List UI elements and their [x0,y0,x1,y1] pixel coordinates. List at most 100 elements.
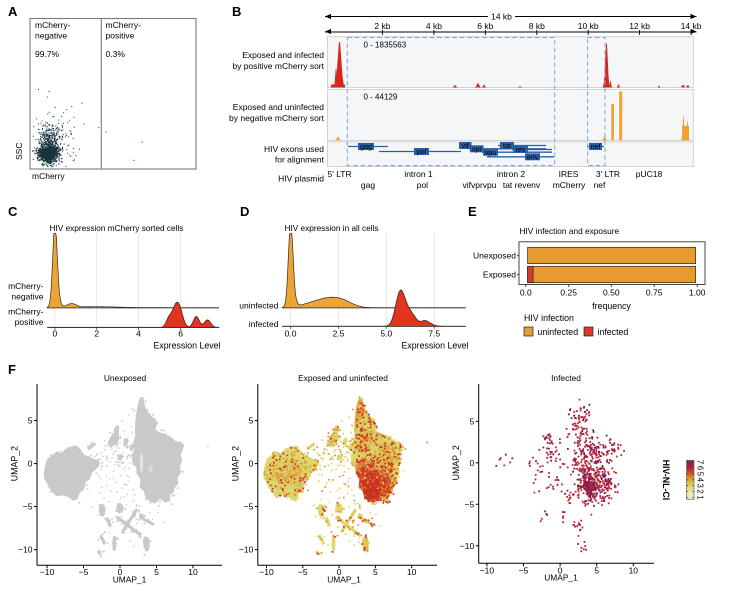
svg-text:5: 5 [373,567,378,577]
svg-text:IRES: IRES [559,169,579,179]
svg-text:vifvprvpu: vifvprvpu [462,180,496,190]
svg-text:for alignment: for alignment [275,155,325,165]
svg-text:1: 1 [696,495,705,499]
svg-text:0: 0 [53,329,58,339]
svg-text:0: 0 [558,565,563,575]
svg-text:rev: rev [516,145,526,154]
svg-text:vif: vif [462,141,469,150]
svg-text:UMAP_2: UMAP_2 [10,446,20,481]
svg-text:2 kb: 2 kb [374,21,390,31]
svg-text:5: 5 [469,416,474,426]
svg-text:infected: infected [249,319,279,329]
svg-text:Infected: Infected [551,373,581,383]
svg-text:vpr: vpr [472,145,483,154]
svg-text:A: A [8,4,18,19]
svg-text:negative: negative [11,292,43,302]
svg-text:0.0: 0.0 [520,288,532,298]
svg-text:99.7%: 99.7% [35,49,60,59]
svg-text:0.50: 0.50 [603,288,620,298]
svg-text:UMAP_2: UMAP_2 [230,446,240,481]
svg-text:uninfected: uninfected [239,301,278,311]
svg-text:3' LTR: 3' LTR [596,169,620,179]
svg-text:by negative mCherry sort: by negative mCherry sort [229,113,325,123]
svg-text:6: 6 [178,329,183,339]
svg-text:0: 0 [28,459,33,469]
svg-text:−5: −5 [23,502,33,512]
svg-text:HIV exons used: HIV exons used [264,144,324,154]
svg-text:UMAP_1: UMAP_1 [544,573,578,583]
svg-text:−5: −5 [298,567,308,577]
svg-text:UMAP_1: UMAP_1 [327,574,361,584]
svg-text:E: E [468,204,477,219]
svg-text:tat revenv: tat revenv [503,180,541,190]
svg-text:−10: −10 [480,565,495,575]
svg-text:pol: pol [417,180,428,190]
svg-text:pUC18: pUC18 [636,169,663,179]
svg-text:HIV expression in all cells: HIV expression in all cells [285,224,379,233]
svg-text:10: 10 [188,567,198,577]
svg-text:B: B [232,4,241,19]
svg-text:12 kb: 12 kb [629,21,650,31]
svg-text:6: 6 [696,466,705,470]
svg-text:HIV-NL-CI: HIV-NL-CI [661,460,671,501]
svg-text:4: 4 [136,329,141,339]
svg-text:−10: −10 [259,567,274,577]
svg-text:0.3%: 0.3% [106,49,126,59]
svg-text:C: C [8,204,18,219]
svg-text:Expression Level: Expression Level [154,341,221,351]
svg-text:5.0: 5.0 [380,329,392,339]
svg-text:2: 2 [696,489,705,493]
svg-text:HIV expression mCherry sorted: HIV expression mCherry sorted cells [50,224,184,233]
svg-text:mCherry-: mCherry- [8,281,44,291]
svg-text:0.75: 0.75 [646,288,663,298]
svg-text:5' LTR: 5' LTR [328,169,352,179]
svg-text:env: env [527,153,539,162]
svg-text:HIV infection and exposure: HIV infection and exposure [520,226,620,236]
svg-text:Exposed and uninfected: Exposed and uninfected [298,373,388,383]
svg-text:D: D [240,204,249,219]
svg-text:0: 0 [249,459,254,469]
svg-text:14 kb: 14 kb [681,21,702,31]
svg-text:frequency: frequency [592,301,631,311]
svg-text:Unexposed: Unexposed [104,373,147,383]
svg-text:Expression Level: Expression Level [402,341,469,351]
svg-text:0 - 1835563: 0 - 1835563 [364,41,407,50]
svg-text:5: 5 [28,416,33,426]
svg-text:nef: nef [591,142,601,151]
svg-text:positive: positive [15,317,44,327]
svg-text:positive: positive [106,31,135,41]
svg-text:0: 0 [337,567,342,577]
svg-text:10: 10 [407,567,417,577]
svg-text:10: 10 [629,565,639,575]
svg-text:tat: tat [503,141,511,150]
svg-text:−10: −10 [239,545,254,555]
svg-text:HIV infection: HIV infection [524,313,574,323]
svg-text:4 kb: 4 kb [426,21,442,31]
svg-text:−5: −5 [79,567,89,577]
svg-text:3: 3 [696,484,705,488]
svg-text:−10: −10 [460,541,475,551]
svg-text:by positive mCherry sort: by positive mCherry sort [232,61,324,71]
svg-text:HIV plasmid: HIV plasmid [278,174,324,184]
svg-text:0: 0 [469,458,474,468]
svg-text:−5: −5 [244,502,254,512]
svg-text:0.0: 0.0 [285,329,297,339]
svg-text:−5: −5 [519,565,529,575]
svg-text:nef: nef [594,180,606,190]
svg-text:8 kb: 8 kb [529,21,545,31]
svg-text:UMAP_1: UMAP_1 [113,574,147,584]
svg-text:5: 5 [249,416,254,426]
svg-text:0: 0 [118,567,123,577]
svg-text:14 kb: 14 kb [491,12,512,22]
svg-text:Exposed and uninfected: Exposed and uninfected [233,102,324,112]
svg-text:5: 5 [594,565,599,575]
svg-text:mCherry-: mCherry- [106,20,142,30]
svg-text:infected: infected [598,327,629,337]
svg-text:Unexposed: Unexposed [473,251,516,261]
svg-text:7.5: 7.5 [428,329,440,339]
svg-text:mCherry-: mCherry- [35,20,71,30]
svg-text:−10: −10 [40,567,55,577]
svg-text:5: 5 [154,567,159,577]
svg-text:intron 2: intron 2 [497,169,526,179]
svg-text:0.25: 0.25 [560,288,577,298]
